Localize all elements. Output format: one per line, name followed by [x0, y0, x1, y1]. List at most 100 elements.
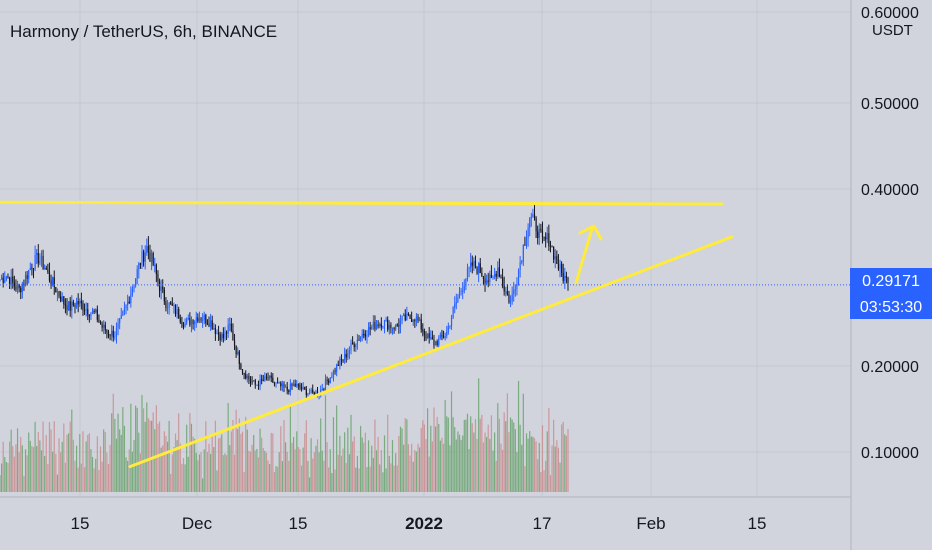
volume-bar — [431, 441, 433, 492]
candle-body — [135, 278, 137, 286]
volume-bar — [395, 453, 397, 492]
volume-bar — [61, 441, 63, 492]
up-arrow-annotation — [574, 224, 603, 285]
volume-bar — [476, 438, 478, 492]
volume-bar — [162, 445, 164, 492]
candle-body — [565, 275, 568, 278]
volume-bar — [288, 460, 290, 492]
volume-bar — [85, 441, 87, 492]
candle-body — [115, 327, 118, 337]
volume-bar — [292, 437, 295, 492]
volume-bar — [444, 399, 446, 492]
candle-body — [146, 246, 148, 253]
volume-bar — [4, 456, 6, 492]
volume-bar — [235, 409, 237, 492]
volume-bar — [225, 455, 228, 492]
price-axis[interactable]: 0.60000 0.50000 0.40000 0.20000 0.10000 — [861, 5, 919, 462]
candle-body — [554, 256, 556, 260]
volume-bar — [75, 445, 78, 492]
candle-body — [430, 337, 432, 339]
volume-bar — [452, 417, 454, 492]
candle-body — [106, 330, 108, 332]
candle-body — [179, 318, 181, 323]
candle-body — [391, 327, 394, 329]
candle-body — [45, 267, 47, 270]
candle-body — [428, 333, 430, 338]
candle-body — [23, 283, 25, 285]
volume-bar — [323, 460, 325, 492]
candle-body — [60, 296, 62, 302]
volume-bar — [112, 393, 114, 492]
volume-bar — [495, 460, 497, 492]
volume-bar — [358, 468, 360, 492]
candle-body — [390, 324, 392, 329]
candle-body — [111, 330, 113, 336]
candle-body — [31, 267, 33, 269]
candle-body — [246, 375, 248, 379]
volume-bar — [318, 452, 320, 492]
volume-bar — [340, 455, 343, 492]
volume-bar — [131, 451, 134, 492]
candle-body — [559, 263, 561, 269]
volume-bar — [387, 414, 389, 492]
volume-bar — [80, 463, 82, 492]
candle-body — [280, 382, 282, 387]
volume-bar — [119, 429, 121, 492]
volume-bar — [471, 423, 473, 492]
candle-body — [8, 277, 11, 286]
volume-bar — [484, 432, 486, 492]
candle-body — [457, 297, 459, 302]
candle-body — [356, 339, 358, 345]
candle-body — [336, 364, 338, 372]
volume-bar — [329, 449, 331, 492]
candle-body — [74, 305, 76, 307]
volume-bar — [10, 429, 12, 492]
volume-bar — [58, 438, 60, 492]
volume-bar — [229, 445, 231, 492]
candle-body — [211, 320, 213, 329]
candle-body — [32, 268, 35, 270]
volume-bar — [423, 424, 426, 492]
candle-body — [334, 370, 336, 372]
candle-body — [425, 334, 427, 339]
volume-bar — [240, 433, 242, 492]
volume-bar — [490, 415, 493, 492]
candle-body — [256, 384, 258, 386]
symbol-title[interactable]: Harmony / TetherUS, 6h, BINANCE — [10, 22, 278, 41]
volume-bar — [489, 439, 491, 492]
time-tick-label: Feb — [636, 514, 665, 533]
volume-bar — [90, 449, 92, 492]
volume-bar — [88, 433, 90, 492]
candle-body — [490, 274, 493, 278]
volume-bar — [438, 424, 440, 492]
volume-bar — [160, 447, 162, 492]
volume-bar — [557, 447, 560, 492]
volume-bar — [24, 449, 27, 492]
volume-bar — [171, 454, 173, 492]
volume-bar — [237, 429, 239, 492]
candle-body — [350, 342, 352, 350]
volume-bar — [521, 444, 523, 492]
time-tick-label: 17 — [533, 514, 552, 533]
trendline-support[interactable] — [128, 235, 734, 469]
volume-bar — [463, 419, 465, 492]
volume-bar — [532, 436, 534, 492]
volume-bar — [363, 442, 365, 492]
candle-body — [532, 214, 534, 217]
volume-bar — [68, 433, 70, 492]
volume-bar — [460, 439, 462, 492]
volume-bar — [503, 412, 505, 492]
volume-bar — [304, 433, 306, 492]
volume-bar — [176, 440, 178, 492]
candle-body — [358, 339, 360, 341]
time-axis[interactable]: 15 Dec 15 2022 17 Feb 15 — [71, 514, 767, 533]
candle-body — [200, 318, 202, 321]
volume-bar — [403, 444, 405, 492]
candle-body — [470, 262, 472, 268]
volume-bar — [361, 437, 363, 492]
volume-bar — [200, 452, 202, 492]
volume-bar — [494, 432, 496, 492]
trendline-resistance[interactable] — [0, 200, 724, 206]
volume-bar — [411, 443, 413, 492]
